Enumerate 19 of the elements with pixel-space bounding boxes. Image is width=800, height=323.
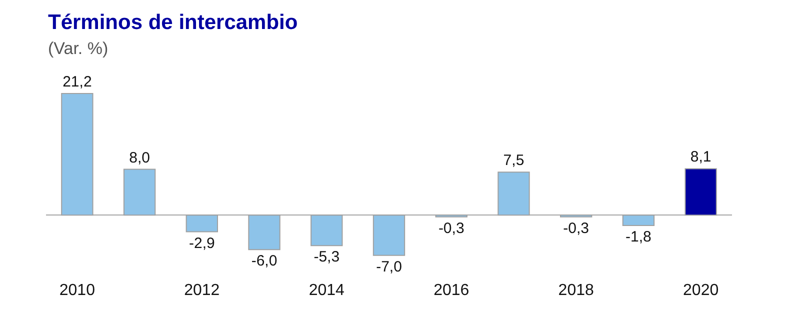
- x-tick-label: 2020: [683, 282, 719, 299]
- data-label: 8,0: [129, 149, 150, 166]
- data-label: -5,3: [314, 248, 340, 266]
- x-tick-label: 2016: [434, 282, 470, 299]
- data-label: -2,9: [188, 234, 215, 252]
- chart-subtitle: (Var. %): [48, 39, 108, 58]
- data-label: 21,2: [62, 74, 92, 91]
- x-tick-label: 2010: [59, 282, 96, 299]
- x-tick-label: 2018: [558, 282, 594, 299]
- data-label: -7,0: [376, 258, 402, 276]
- x-tick-label: 2012: [184, 282, 220, 299]
- chart-title: Términos de intercambio: [48, 11, 298, 34]
- x-tick-label: 2014: [308, 282, 345, 299]
- data-label: 8,1: [690, 148, 712, 166]
- data-label: -0,3: [438, 220, 464, 237]
- data-label: -0,3: [563, 220, 590, 237]
- data-label: 7,5: [503, 152, 524, 170]
- data-label: -6,0: [251, 252, 278, 270]
- data-label: -1,8: [626, 228, 652, 246]
